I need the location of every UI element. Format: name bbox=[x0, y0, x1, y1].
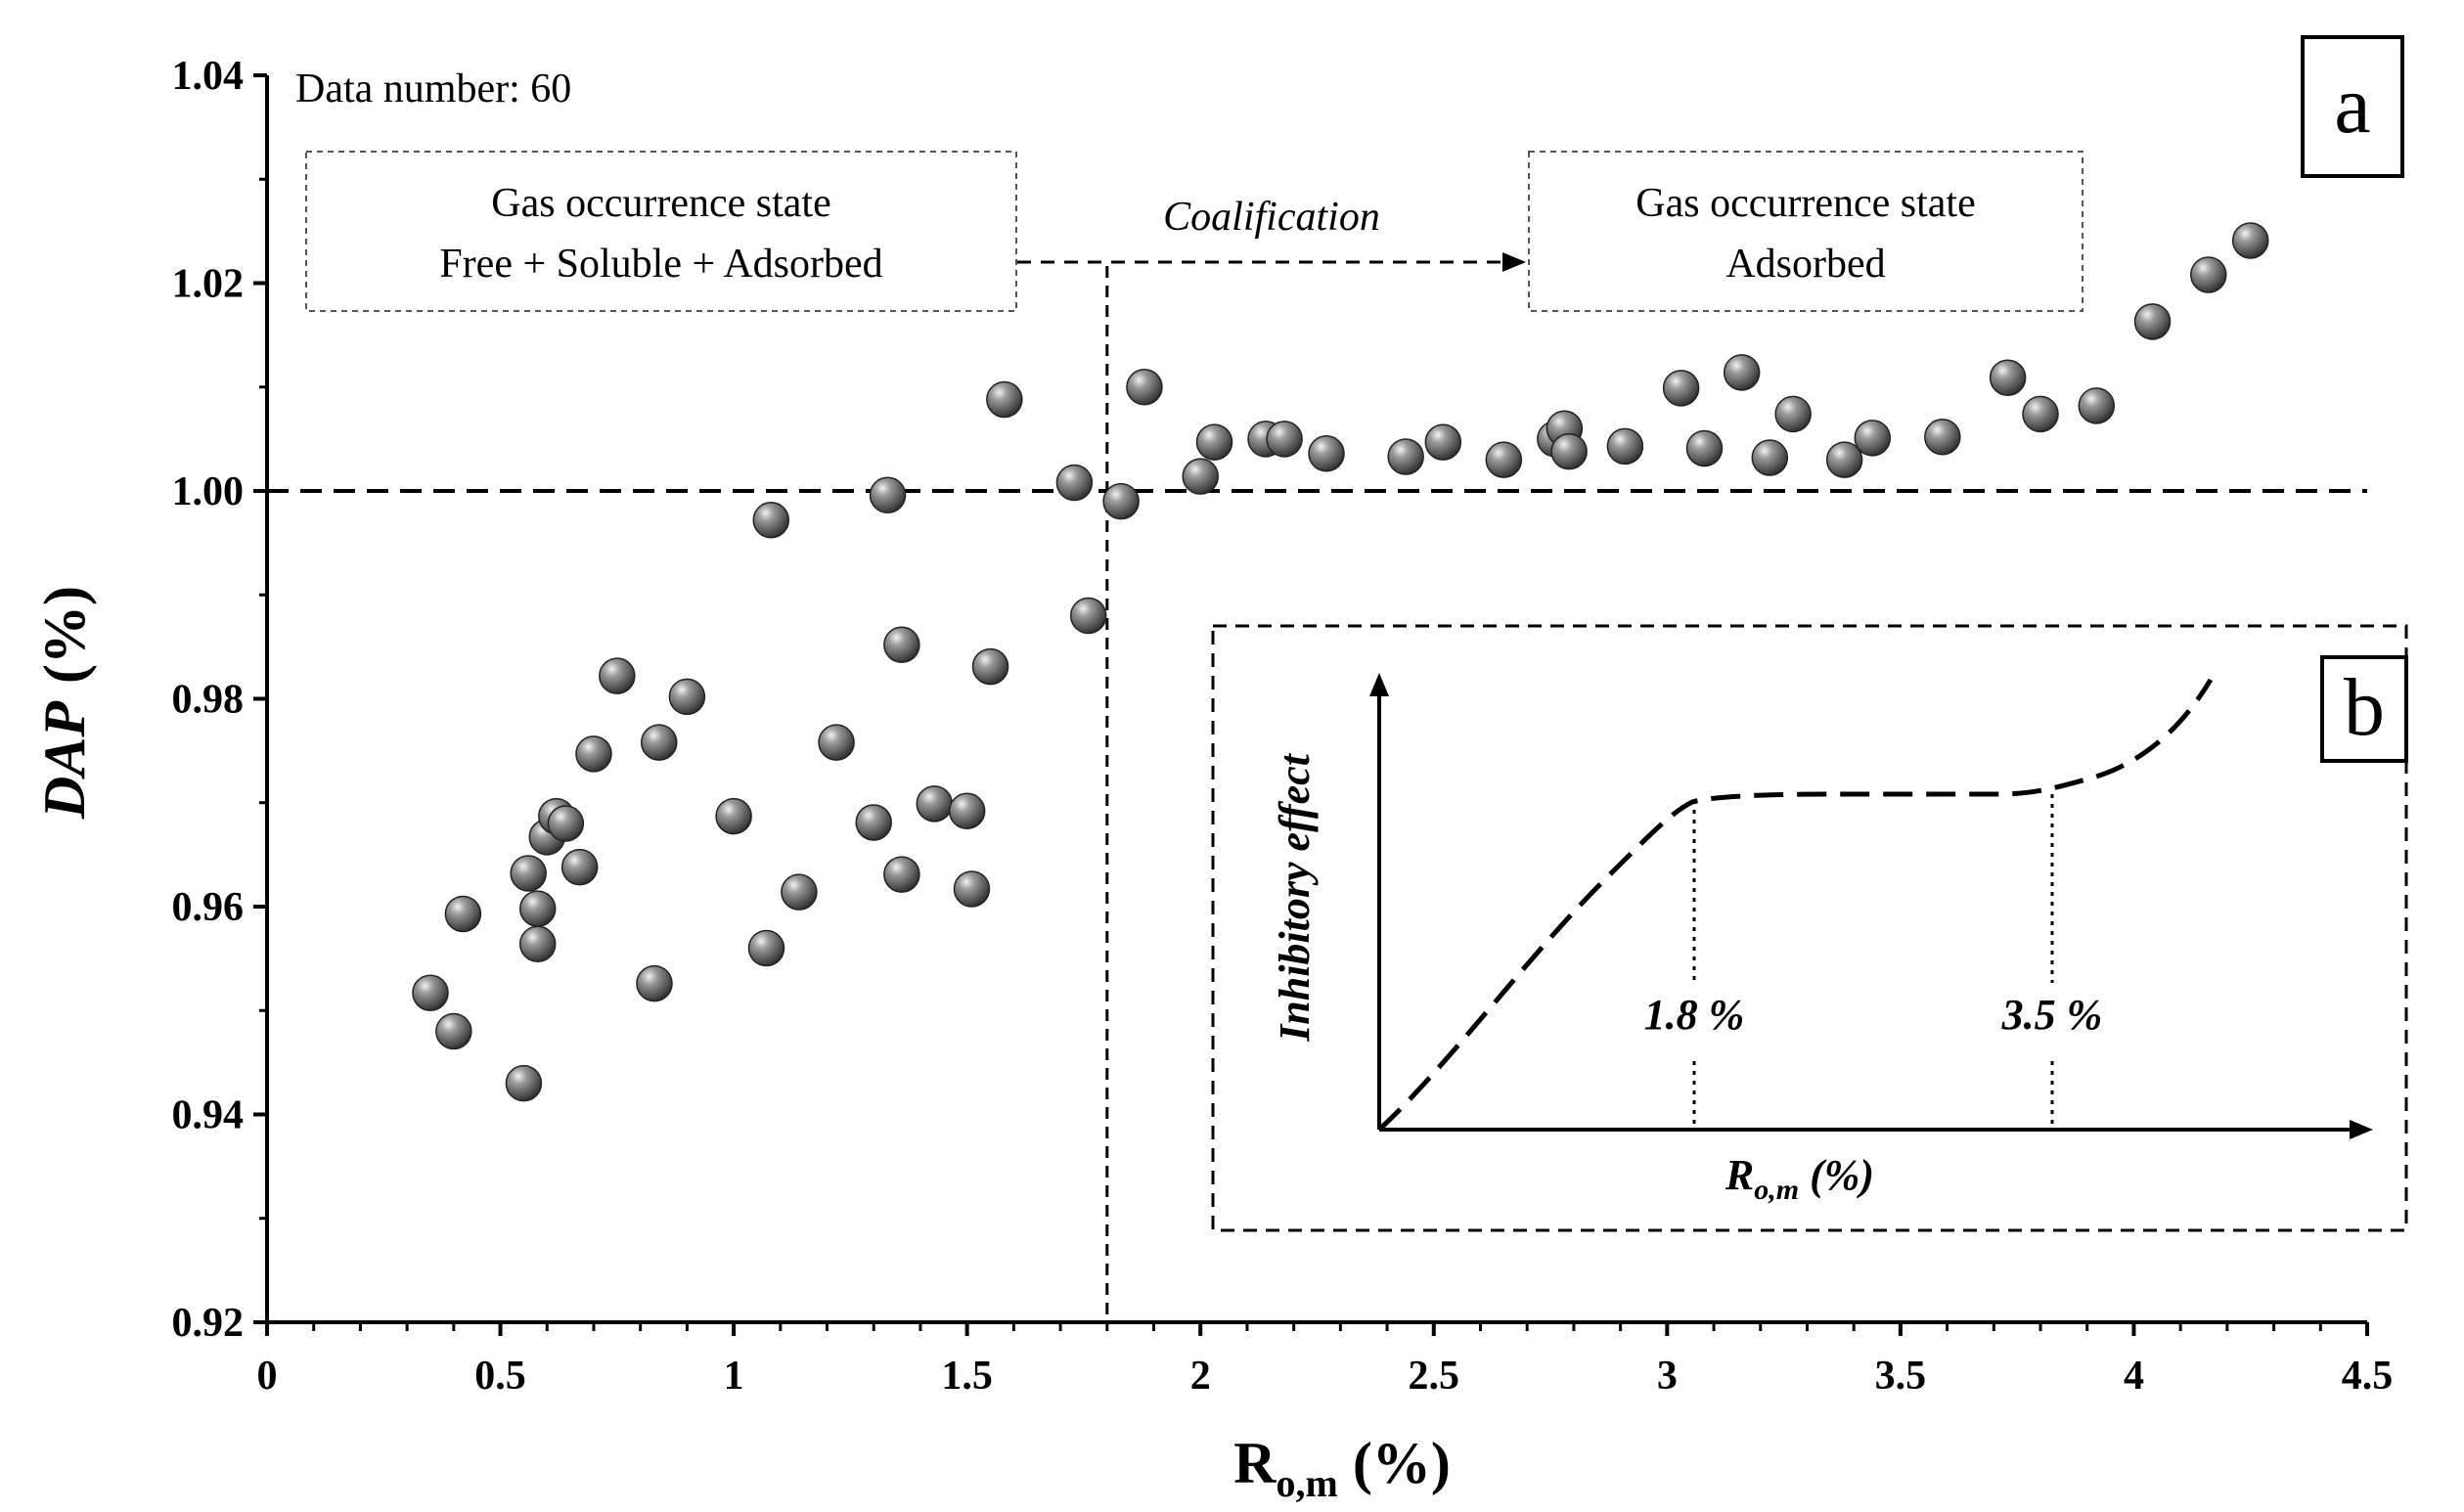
data-point bbox=[1606, 427, 1644, 466]
inset-x-title: Ro,m (%) bbox=[1725, 1151, 1874, 1206]
data-point bbox=[1069, 597, 1107, 635]
data-point bbox=[1266, 421, 1303, 458]
coalification-arrow: Coalification bbox=[1017, 195, 1526, 272]
box-right-line1: Gas occurrence state bbox=[1635, 181, 1975, 226]
data-point bbox=[518, 925, 557, 962]
data-point bbox=[1662, 370, 1700, 407]
data-point bbox=[2133, 303, 2172, 340]
x-tick-label: 0.5 bbox=[474, 1354, 526, 1399]
data-point bbox=[547, 805, 585, 842]
x-tick-label: 2 bbox=[1190, 1354, 1211, 1399]
panel-a-label: a bbox=[2301, 35, 2404, 178]
data-point bbox=[2078, 387, 2116, 424]
data-number-label: Data number: 60 bbox=[295, 67, 571, 111]
data-point bbox=[818, 724, 855, 761]
x-tick-label: 1.5 bbox=[941, 1354, 993, 1399]
data-point bbox=[1774, 395, 1812, 433]
data-point bbox=[2231, 222, 2269, 259]
reference-lines bbox=[267, 266, 2367, 1322]
coalification-label: Coalification bbox=[1163, 195, 1380, 240]
data-point bbox=[948, 792, 986, 829]
data-point bbox=[1751, 439, 1789, 476]
scatter-points bbox=[412, 222, 2269, 1102]
data-point bbox=[869, 476, 907, 513]
data-point bbox=[1055, 464, 1094, 502]
data-point bbox=[781, 873, 818, 911]
data-point bbox=[752, 502, 790, 539]
y-tick-label: 0.92 bbox=[172, 1301, 245, 1346]
y-tick-label: 1.04 bbox=[172, 54, 245, 99]
panel-b-box bbox=[2320, 655, 2408, 763]
data-point bbox=[953, 870, 991, 908]
data-point bbox=[518, 890, 557, 927]
data-point bbox=[971, 647, 1009, 686]
marker-label-2: 3.5 % bbox=[2001, 991, 2103, 1039]
box-left-line1: Gas occurrence state bbox=[491, 181, 830, 226]
data-point bbox=[1989, 359, 2027, 396]
inset-x-arrow-icon bbox=[2350, 1120, 2373, 1139]
data-point bbox=[599, 657, 636, 694]
data-point bbox=[505, 1064, 543, 1102]
data-point bbox=[1126, 369, 1163, 406]
data-point bbox=[1854, 420, 1892, 457]
data-point bbox=[412, 974, 449, 1011]
data-point bbox=[883, 626, 920, 663]
data-point bbox=[1825, 441, 1863, 478]
data-point bbox=[636, 964, 673, 1002]
box-right-line2: Adsorbed bbox=[1725, 242, 1885, 287]
x-tick-label: 3.5 bbox=[1875, 1354, 1927, 1399]
data-point bbox=[747, 929, 785, 967]
annotation-box-left: Gas occurrence state Free + Soluble + Ad… bbox=[305, 151, 1017, 312]
data-point bbox=[510, 855, 547, 892]
data-point bbox=[668, 678, 706, 716]
y-tick-label: 1.02 bbox=[172, 262, 245, 307]
data-point bbox=[883, 856, 920, 893]
data-point bbox=[575, 735, 612, 773]
x-tick-label: 3 bbox=[1657, 1354, 1678, 1399]
panel-a-letter: a bbox=[2334, 60, 2370, 151]
inhibitory-effect-curve bbox=[1377, 678, 2214, 1132]
data-point bbox=[1182, 458, 1219, 495]
y-tick-label: 0.98 bbox=[172, 678, 245, 723]
x-tick-label: 0 bbox=[257, 1354, 278, 1399]
y-tick-label: 0.96 bbox=[172, 885, 245, 930]
inset-y-title: Inhibitory effect bbox=[1271, 752, 1319, 1042]
data-point bbox=[444, 895, 482, 933]
y-axis-title: DAP(%) bbox=[32, 586, 97, 820]
data-point bbox=[2022, 395, 2059, 433]
inset-panel-b: b 1.8 % 3.5 % Ro,m (%) Inhibitory effect bbox=[1211, 624, 2408, 1232]
annotation-box-right: Gas occurrence state Adsorbed bbox=[1528, 151, 2083, 312]
data-point bbox=[435, 1012, 472, 1050]
data-point bbox=[1308, 435, 1345, 472]
data-point bbox=[1485, 441, 1523, 478]
data-point bbox=[1924, 419, 1961, 456]
panel-b-letter: b bbox=[2344, 662, 2385, 753]
x-axis-title: Ro,m (%) bbox=[1233, 1431, 1451, 1505]
x-tick-label: 4 bbox=[2124, 1354, 2144, 1399]
marker-label-1: 1.8 % bbox=[1644, 991, 1745, 1039]
data-point bbox=[855, 804, 892, 841]
x-tick-label: 1 bbox=[724, 1354, 744, 1399]
data-point bbox=[1195, 423, 1233, 461]
y-tick-label: 1.00 bbox=[172, 469, 245, 514]
inset-y-arrow-icon bbox=[1369, 673, 1389, 696]
box-left-line2: Free + Soluble + Adsorbed bbox=[439, 242, 882, 287]
data-point bbox=[715, 797, 752, 835]
data-point bbox=[1723, 354, 1761, 391]
data-point bbox=[1424, 423, 1462, 461]
data-point bbox=[986, 380, 1023, 419]
x-tick-label: 4.5 bbox=[2342, 1354, 2394, 1399]
data-point bbox=[2190, 256, 2227, 293]
data-point bbox=[1387, 438, 1424, 475]
data-point bbox=[641, 724, 678, 761]
data-point bbox=[1685, 429, 1724, 467]
y-tick-label: 0.94 bbox=[172, 1093, 245, 1138]
data-point bbox=[1102, 482, 1140, 520]
data-point bbox=[916, 785, 954, 823]
axes: 0.92 0.94 0.96 0.98 1.00 1.02 1.04 0 0.5 1 1.5 2 2.5… bbox=[172, 54, 2394, 1399]
data-point bbox=[560, 848, 599, 886]
x-tick-label: 2.5 bbox=[1409, 1354, 1460, 1399]
data-point bbox=[1550, 432, 1588, 470]
